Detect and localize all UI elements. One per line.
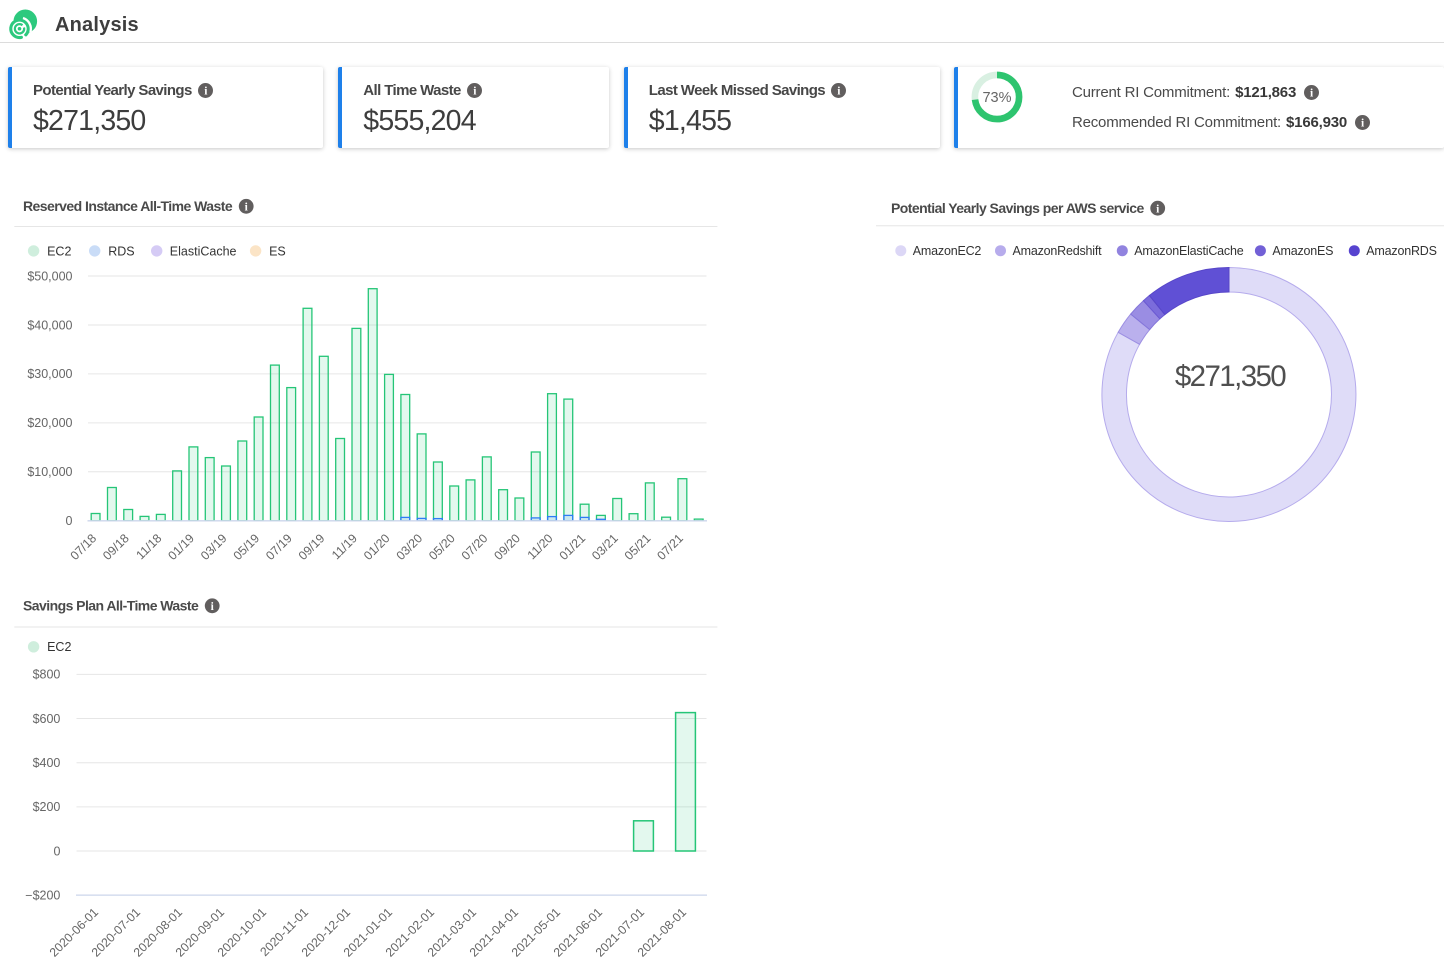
svg-text:$40,000: $40,000: [27, 318, 72, 332]
svg-text:11/18: 11/18: [133, 531, 164, 562]
svg-text:03/19: 03/19: [198, 531, 230, 563]
svg-text:ES: ES: [269, 244, 286, 258]
svg-text:$10,000: $10,000: [27, 465, 72, 479]
svg-text:Potential Yearly Savings per A: Potential Yearly Savings per AWS service: [891, 200, 1144, 216]
svg-text:−$200: −$200: [25, 888, 60, 902]
svg-text:01/19: 01/19: [165, 531, 197, 563]
svg-text:73%: 73%: [982, 90, 1011, 106]
svg-text:$30,000: $30,000: [27, 367, 72, 381]
svg-text:07/19: 07/19: [263, 531, 295, 563]
svg-text:i: i: [204, 86, 208, 98]
svg-text:i: i: [1361, 118, 1365, 130]
svg-text:$20,000: $20,000: [27, 416, 72, 430]
svg-text:$400: $400: [33, 756, 61, 770]
svg-text:$600: $600: [33, 712, 61, 726]
svg-text:09/20: 09/20: [491, 531, 523, 563]
svg-text:11/19: 11/19: [329, 531, 360, 562]
svg-text:07/20: 07/20: [459, 531, 491, 563]
svg-text:i: i: [1310, 88, 1314, 100]
svg-text:11/20: 11/20: [525, 531, 556, 562]
svg-text:07/21: 07/21: [654, 531, 686, 563]
svg-text:$200: $200: [33, 800, 61, 814]
svg-text:Savings Plan All-Time Waste: Savings Plan All-Time Waste: [23, 598, 199, 614]
svg-text:03/20: 03/20: [394, 531, 426, 563]
svg-text:$271,350: $271,350: [1175, 360, 1286, 393]
svg-text:05/20: 05/20: [426, 531, 458, 563]
svg-text:05/19: 05/19: [231, 531, 263, 563]
svg-text:EC2: EC2: [47, 640, 71, 654]
svg-text:i: i: [211, 601, 215, 613]
svg-text:05/21: 05/21: [622, 531, 654, 563]
svg-text:i: i: [245, 202, 249, 214]
svg-text:AmazonEC2: AmazonEC2: [913, 244, 982, 258]
svg-text:0: 0: [53, 844, 60, 858]
svg-text:i: i: [1156, 204, 1160, 216]
svg-text:ElastiCache: ElastiCache: [170, 244, 237, 258]
svg-text:$50,000: $50,000: [27, 269, 72, 283]
svg-text:RDS: RDS: [108, 244, 134, 258]
svg-text:0: 0: [66, 514, 73, 528]
svg-text:09/19: 09/19: [296, 531, 328, 563]
svg-text:AmazonRDS: AmazonRDS: [1366, 244, 1436, 258]
svg-text:i: i: [473, 86, 477, 98]
svg-text:EC2: EC2: [47, 244, 71, 258]
svg-text:09/18: 09/18: [100, 531, 132, 563]
svg-text:AmazonElastiCache: AmazonElastiCache: [1134, 244, 1243, 258]
svg-text:$800: $800: [33, 668, 61, 682]
svg-text:01/21: 01/21: [557, 531, 589, 563]
svg-text:03/21: 03/21: [589, 531, 621, 563]
svg-text:07/18: 07/18: [68, 531, 100, 563]
svg-text:AmazonES: AmazonES: [1272, 244, 1333, 258]
svg-text:01/20: 01/20: [361, 531, 393, 563]
svg-text:i: i: [837, 86, 841, 98]
svg-text:Reserved Instance All-Time Was: Reserved Instance All-Time Waste: [23, 198, 233, 214]
svg-text:AmazonRedshift: AmazonRedshift: [1013, 244, 1103, 258]
